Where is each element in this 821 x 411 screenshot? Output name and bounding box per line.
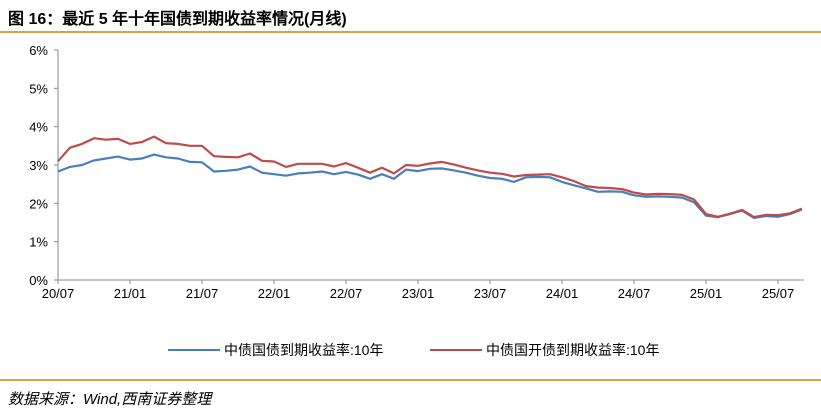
- y-tick-label: 6%: [29, 43, 48, 58]
- x-tick-label: 25/01: [690, 286, 723, 301]
- series-line-2: [57, 135, 803, 219]
- top-rule: [0, 31, 821, 33]
- legend-swatch: [430, 349, 482, 351]
- y-tick-label: 4%: [29, 120, 48, 135]
- x-tick-label: 23/01: [402, 286, 435, 301]
- x-tick-label: 21/01: [114, 286, 147, 301]
- series-line-1: [57, 153, 803, 219]
- y-tick-label: 2%: [29, 196, 48, 211]
- y-tick-label: 1%: [29, 235, 48, 250]
- x-tick-label: 24/07: [618, 286, 651, 301]
- x-tick-label: 25/07: [762, 286, 795, 301]
- x-tick-label: 20/07: [42, 286, 75, 301]
- x-tick-label: 22/07: [330, 286, 363, 301]
- source-note: 数据来源：Wind,西南证券整理: [8, 391, 212, 408]
- figure-title: 图 16：最近 5 年十年国债到期收益率情况(月线): [8, 11, 347, 28]
- legend-label: 中债国开债到期收益率:10年: [486, 342, 660, 358]
- y-tick-label: 5%: [29, 81, 48, 96]
- legend-label: 中债国债到期收益率:10年: [224, 342, 384, 358]
- legend-item-series2: 中债国开债到期收益率:10年: [430, 340, 659, 360]
- x-tick-label: 22/01: [258, 286, 291, 301]
- x-tick-label: 23/07: [474, 286, 507, 301]
- bottom-rule: [0, 379, 821, 381]
- x-tick-label: 24/01: [546, 286, 579, 301]
- legend-swatch: [168, 349, 220, 351]
- y-tick-label: 0%: [29, 273, 48, 288]
- y-tick-label: 3%: [29, 158, 48, 173]
- line-chart: 0% 1% 2% 3% 4% 5% 6% 20/07 21/01 21/07 22/01 22/07 2…: [29, 43, 804, 301]
- x-tick-label: 21/07: [186, 286, 219, 301]
- legend-item-series1: 中债国债到期收益率:10年: [168, 340, 383, 360]
